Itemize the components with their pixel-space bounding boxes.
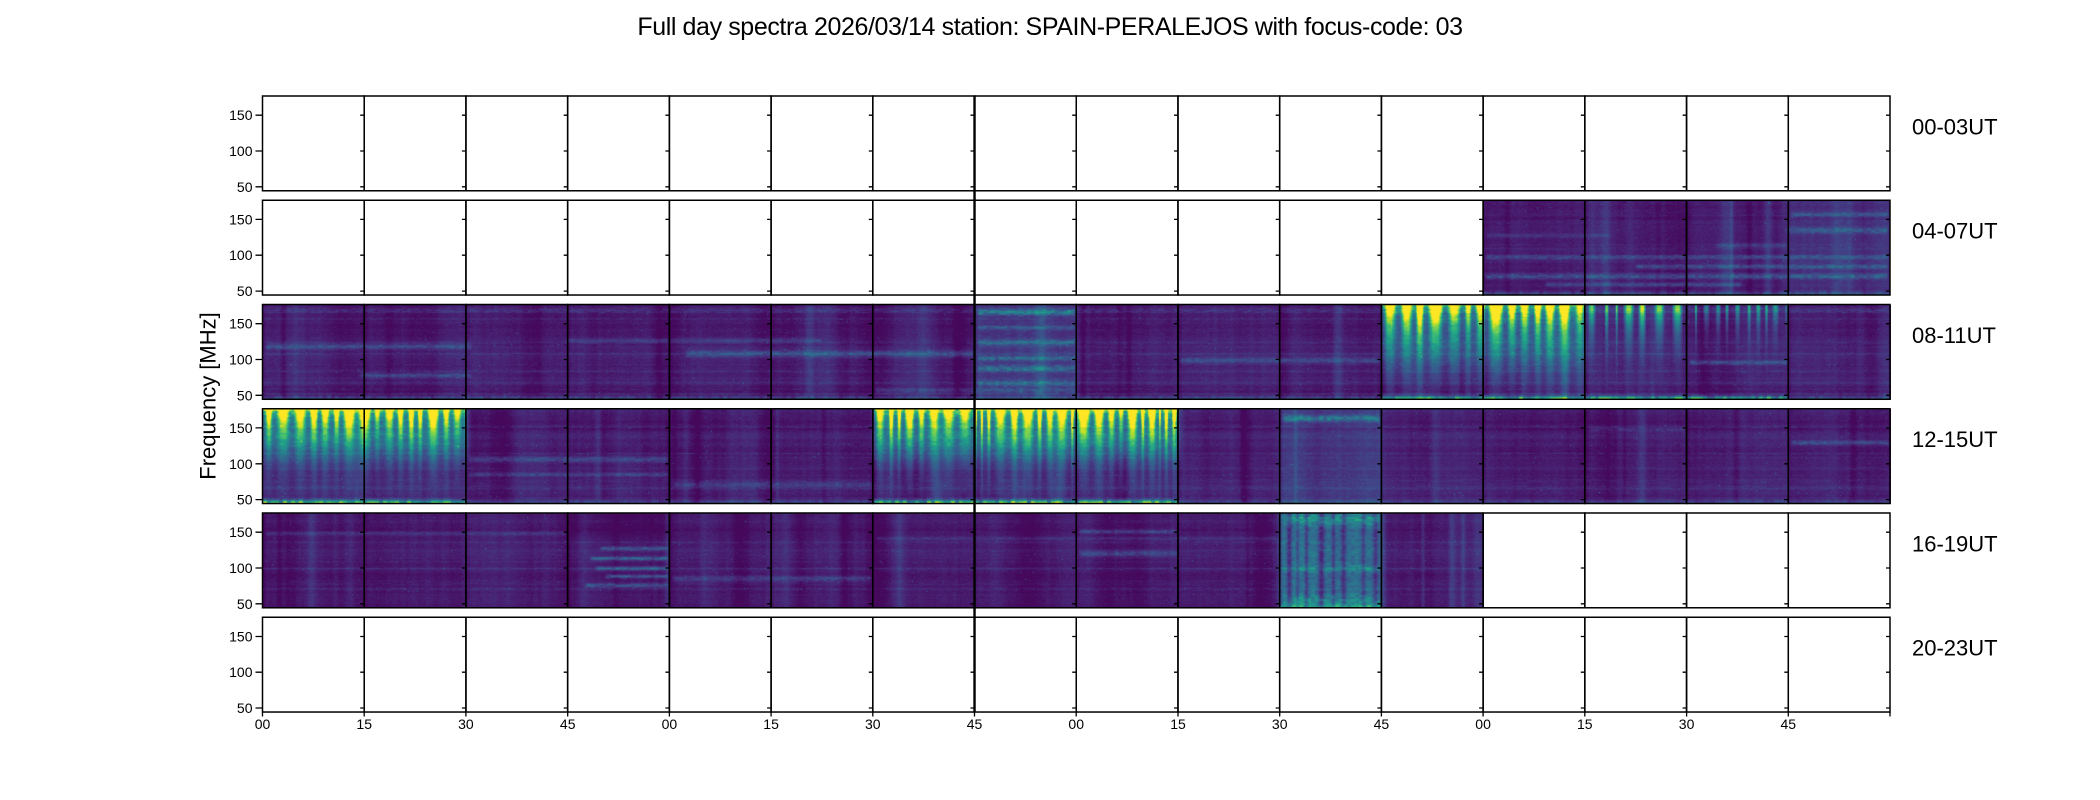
svg-text:30: 30 <box>865 716 881 732</box>
svg-text:00: 00 <box>1068 716 1084 732</box>
svg-text:04-07UT: 04-07UT <box>1912 219 1998 244</box>
svg-text:150: 150 <box>229 316 253 332</box>
svg-text:150: 150 <box>229 524 253 540</box>
svg-text:12-15UT: 12-15UT <box>1912 427 1998 452</box>
svg-text:45: 45 <box>560 716 576 732</box>
svg-text:30: 30 <box>458 716 474 732</box>
svg-text:15: 15 <box>1577 716 1593 732</box>
svg-text:150: 150 <box>229 107 253 123</box>
svg-text:20-23UT: 20-23UT <box>1912 636 1998 661</box>
svg-text:100: 100 <box>229 352 253 368</box>
svg-text:100: 100 <box>229 560 253 576</box>
svg-text:00: 00 <box>255 716 271 732</box>
svg-text:15: 15 <box>1170 716 1186 732</box>
svg-text:00: 00 <box>1475 716 1491 732</box>
svg-text:50: 50 <box>237 179 253 195</box>
svg-text:50: 50 <box>237 387 253 403</box>
svg-text:Frequency [MHz]: Frequency [MHz] <box>196 312 221 480</box>
svg-text:50: 50 <box>237 596 253 612</box>
svg-text:150: 150 <box>229 629 253 645</box>
svg-text:08-11UT: 08-11UT <box>1912 323 1996 348</box>
svg-text:150: 150 <box>229 420 253 436</box>
svg-text:50: 50 <box>237 492 253 508</box>
svg-text:100: 100 <box>229 664 253 680</box>
svg-text:100: 100 <box>229 143 253 159</box>
svg-text:50: 50 <box>237 283 253 299</box>
svg-text:Full day spectra 2026/03/14 st: Full day spectra 2026/03/14 station: SPA… <box>637 13 1462 41</box>
svg-text:45: 45 <box>967 716 983 732</box>
svg-text:00: 00 <box>662 716 678 732</box>
svg-text:100: 100 <box>229 456 253 472</box>
svg-text:100: 100 <box>229 247 253 263</box>
svg-text:15: 15 <box>763 716 779 732</box>
svg-text:30: 30 <box>1679 716 1695 732</box>
svg-text:50: 50 <box>237 700 253 716</box>
svg-text:16-19UT: 16-19UT <box>1912 531 1998 556</box>
svg-text:00-03UT: 00-03UT <box>1912 114 1998 139</box>
svg-text:30: 30 <box>1272 716 1288 732</box>
svg-text:15: 15 <box>356 716 372 732</box>
svg-text:45: 45 <box>1781 716 1797 732</box>
svg-text:45: 45 <box>1374 716 1390 732</box>
svg-text:150: 150 <box>229 211 253 227</box>
